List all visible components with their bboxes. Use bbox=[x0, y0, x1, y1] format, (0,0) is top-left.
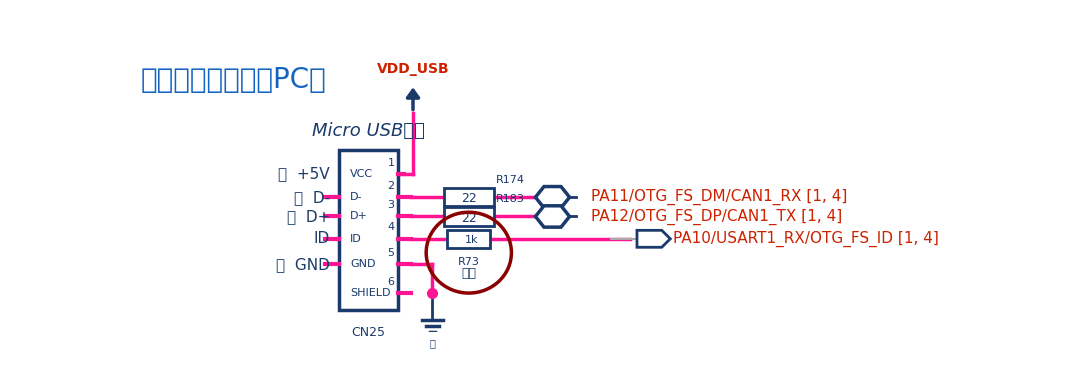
Text: 4: 4 bbox=[387, 222, 394, 232]
Text: ⏚: ⏚ bbox=[430, 338, 435, 348]
Text: PA11/OTG_FS_DM/CAN1_RX [1, 4]: PA11/OTG_FS_DM/CAN1_RX [1, 4] bbox=[592, 189, 848, 205]
Polygon shape bbox=[535, 186, 569, 208]
Text: VDD_USB: VDD_USB bbox=[376, 62, 449, 76]
Bar bbox=[444, 207, 494, 226]
Polygon shape bbox=[535, 206, 569, 227]
Text: 黑  GND: 黑 GND bbox=[277, 257, 330, 272]
Text: D-: D- bbox=[351, 192, 362, 202]
Text: 1k: 1k bbox=[465, 235, 478, 245]
Text: PA12/OTG_FS_DP/CAN1_TX [1, 4]: PA12/OTG_FS_DP/CAN1_TX [1, 4] bbox=[592, 209, 843, 225]
Text: 红  +5V: 红 +5V bbox=[279, 167, 330, 182]
Text: 22: 22 bbox=[461, 211, 477, 225]
Polygon shape bbox=[637, 231, 670, 247]
Text: 绿  D+: 绿 D+ bbox=[286, 209, 330, 224]
Text: ID: ID bbox=[351, 234, 362, 244]
Bar bbox=[444, 188, 494, 207]
Text: 5: 5 bbox=[387, 248, 394, 258]
Text: 不贴: 不贴 bbox=[461, 267, 476, 279]
Text: 通过数据线连接到PC机: 通过数据线连接到PC机 bbox=[140, 66, 326, 94]
Text: ID: ID bbox=[314, 231, 330, 246]
Text: GND: GND bbox=[351, 259, 375, 269]
Text: R183: R183 bbox=[495, 194, 524, 204]
Text: CN25: CN25 bbox=[351, 326, 385, 339]
Text: R73: R73 bbox=[458, 257, 480, 267]
Text: Micro USB插座: Micro USB插座 bbox=[312, 122, 425, 140]
Text: 2: 2 bbox=[387, 181, 394, 191]
Bar bbox=[340, 150, 398, 310]
Text: D+: D+ bbox=[351, 211, 368, 222]
Text: VCC: VCC bbox=[351, 169, 373, 179]
Bar bbox=[447, 229, 490, 248]
Text: 22: 22 bbox=[461, 192, 477, 205]
Text: 1: 1 bbox=[387, 157, 394, 167]
Text: 3: 3 bbox=[387, 200, 394, 210]
Text: SHIELD: SHIELD bbox=[351, 288, 390, 298]
Text: 白  D-: 白 D- bbox=[294, 190, 330, 205]
Text: R174: R174 bbox=[495, 175, 524, 185]
Text: 6: 6 bbox=[387, 277, 394, 287]
Text: PA10/USART1_RX/OTG_FS_ID [1, 4]: PA10/USART1_RX/OTG_FS_ID [1, 4] bbox=[672, 231, 938, 247]
